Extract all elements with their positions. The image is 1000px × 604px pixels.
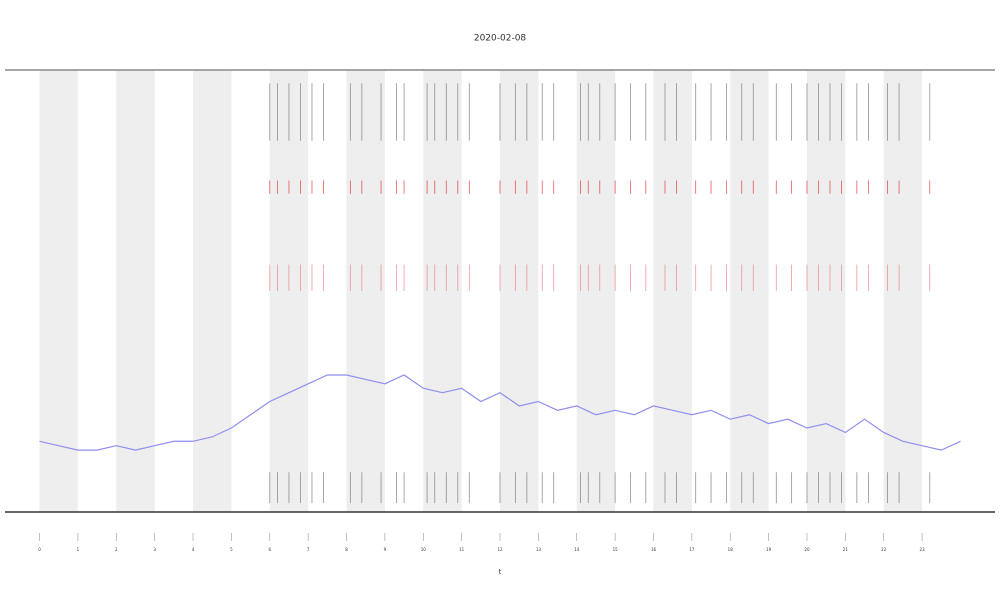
x-tick-label: 21 bbox=[843, 547, 849, 552]
shaded-band bbox=[806, 70, 846, 512]
x-tick-label: 13 bbox=[536, 547, 542, 552]
x-tick-label: 4 bbox=[192, 547, 195, 552]
x-tick-label: 6 bbox=[268, 547, 271, 552]
shaded-band bbox=[883, 70, 923, 512]
x-tick-label: 23 bbox=[920, 547, 926, 552]
shaded-band bbox=[500, 70, 539, 512]
x-tick-label: 9 bbox=[384, 547, 387, 552]
x-tick-label: 11 bbox=[459, 547, 465, 552]
x-tick-label: 7 bbox=[307, 547, 310, 552]
x-tick-label: 5 bbox=[230, 547, 233, 552]
x-tick-label: 3 bbox=[153, 547, 156, 552]
data-line bbox=[39, 374, 961, 451]
shaded-band bbox=[193, 70, 232, 512]
shaded-band bbox=[346, 70, 385, 512]
x-tick-label: 1 bbox=[77, 547, 80, 552]
shaded-band bbox=[576, 70, 616, 512]
x-tick-label: 16 bbox=[651, 547, 657, 552]
x-tick-label: 14 bbox=[574, 547, 580, 552]
x-tick-label: 22 bbox=[881, 547, 887, 552]
x-tick-label: 10 bbox=[421, 547, 427, 552]
x-tick-label: 19 bbox=[766, 547, 772, 552]
x-tick-label: 20 bbox=[804, 547, 810, 552]
shaded-band bbox=[39, 70, 78, 512]
chart-title: 2020-02-08 bbox=[474, 34, 527, 44]
x-tick-label: 8 bbox=[345, 547, 348, 552]
shaded-band bbox=[653, 70, 692, 512]
x-tick-label: 2 bbox=[115, 547, 118, 552]
shaded-band bbox=[423, 70, 462, 512]
x-tick-label: 0 bbox=[38, 547, 41, 552]
x-tick-label: 15 bbox=[613, 547, 619, 552]
x-tick-label: 17 bbox=[689, 547, 695, 552]
shaded-band bbox=[730, 70, 769, 512]
shaded-band bbox=[116, 70, 155, 512]
x-tick-label: 12 bbox=[497, 547, 503, 552]
x-axis-label: t bbox=[499, 568, 502, 576]
x-tick-label: 18 bbox=[728, 547, 734, 552]
